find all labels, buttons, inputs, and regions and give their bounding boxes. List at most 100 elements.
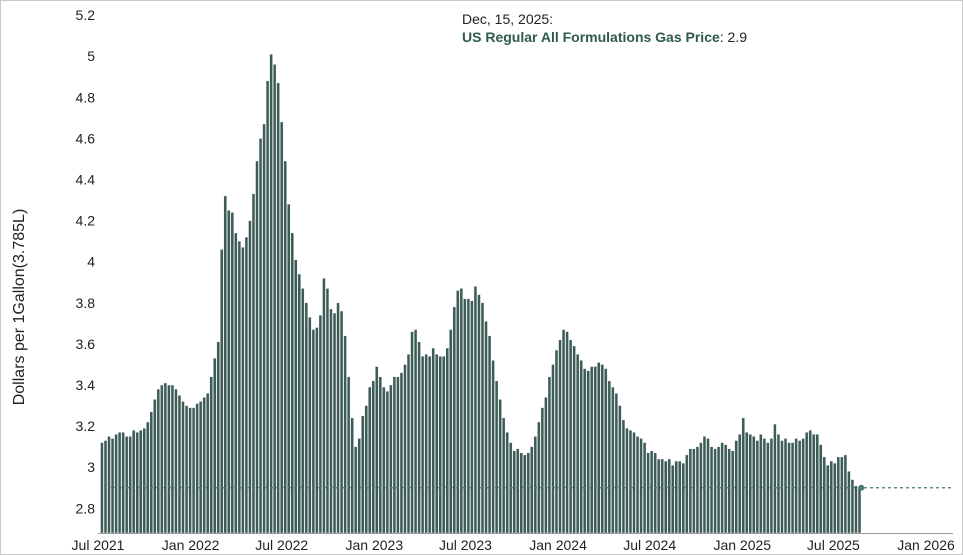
price-bar[interactable] [741, 417, 745, 534]
price-bar[interactable] [473, 286, 478, 534]
price-bar[interactable] [530, 446, 534, 534]
price-bar[interactable] [406, 354, 411, 534]
price-bar[interactable] [551, 364, 555, 534]
price-bar[interactable] [191, 407, 196, 534]
price-bar[interactable] [780, 440, 784, 534]
price-bar[interactable] [840, 456, 844, 534]
price-bar[interactable] [819, 444, 823, 534]
price-bar[interactable] [558, 339, 562, 534]
price-bar[interactable] [586, 370, 590, 534]
price-bar[interactable] [142, 428, 146, 534]
price-bar[interactable] [248, 220, 252, 534]
price-bar[interactable] [794, 438, 798, 534]
price-bar[interactable] [621, 419, 626, 534]
price-bar[interactable] [103, 440, 108, 534]
price-bar[interactable] [163, 382, 168, 534]
price-bar[interactable] [167, 384, 171, 534]
price-bar[interactable] [632, 432, 636, 534]
price-bar[interactable] [512, 450, 516, 534]
price-bar[interactable] [755, 440, 759, 534]
price-bar[interactable] [611, 386, 615, 534]
price-bar[interactable] [544, 397, 548, 534]
price-bar[interactable] [568, 339, 573, 534]
price-bar[interactable] [494, 380, 499, 534]
price-bar[interactable] [445, 347, 449, 534]
price-bar[interactable] [110, 438, 115, 534]
price-bar[interactable] [505, 432, 509, 534]
price-bar[interactable] [484, 321, 488, 534]
price-bar[interactable] [396, 376, 400, 534]
price-bar[interactable] [125, 436, 129, 534]
price-bar[interactable] [177, 395, 182, 534]
price-bar[interactable] [822, 456, 826, 534]
price-bar[interactable] [350, 417, 354, 534]
price-bar[interactable] [280, 121, 284, 534]
price-bar[interactable] [403, 364, 407, 534]
price-bar[interactable] [431, 347, 435, 534]
price-bar[interactable] [660, 458, 664, 534]
price-bar[interactable] [480, 302, 485, 534]
price-bar[interactable] [731, 450, 735, 534]
price-bar[interactable] [836, 456, 840, 534]
price-bar[interactable] [371, 380, 375, 534]
price-bar[interactable] [516, 448, 520, 534]
price-bar[interactable] [759, 434, 763, 534]
price-bar[interactable] [745, 432, 749, 534]
price-bar[interactable] [628, 430, 633, 534]
price-bar[interactable] [382, 386, 386, 534]
price-bar[interactable] [188, 407, 192, 534]
price-bar[interactable] [706, 438, 710, 534]
price-bar[interactable] [428, 356, 432, 534]
price-bar[interactable] [160, 384, 164, 534]
price-bar[interactable] [734, 440, 738, 534]
price-bar[interactable] [752, 436, 756, 534]
price-bar[interactable] [857, 487, 862, 534]
price-bar[interactable] [435, 354, 439, 534]
price-bar[interactable] [139, 430, 143, 534]
price-bar[interactable] [727, 448, 731, 534]
price-bar[interactable] [579, 360, 583, 534]
price-bar[interactable] [216, 341, 220, 534]
price-bar[interactable] [364, 405, 368, 534]
price-bar[interactable] [695, 446, 700, 534]
price-bar[interactable] [301, 288, 305, 534]
price-bar[interactable] [808, 430, 812, 534]
price-bar[interactable] [607, 380, 611, 534]
price-bar[interactable] [540, 407, 545, 534]
price-bar[interactable] [826, 465, 830, 534]
price-bar[interactable] [681, 462, 685, 534]
price-bar[interactable] [769, 438, 774, 534]
price-bar[interactable] [456, 290, 460, 534]
price-bar[interactable] [385, 391, 390, 534]
price-bar[interactable] [723, 444, 728, 534]
price-bar[interactable] [121, 432, 125, 534]
price-bar[interactable] [491, 360, 495, 534]
price-bar[interactable] [649, 450, 654, 534]
price-bar[interactable] [713, 448, 717, 534]
price-bar[interactable] [847, 471, 851, 534]
price-bar[interactable] [146, 421, 150, 534]
price-bar[interactable] [325, 288, 330, 534]
price-bar[interactable] [230, 212, 234, 534]
price-bar[interactable] [117, 432, 122, 534]
price-bar[interactable] [762, 438, 767, 534]
price-bar[interactable] [685, 454, 689, 534]
price-bar[interactable] [547, 376, 552, 534]
price-bar[interactable] [692, 448, 696, 534]
price-bar[interactable] [170, 384, 175, 534]
price-bar[interactable] [565, 331, 569, 534]
price-bar[interactable] [678, 460, 682, 534]
price-bar[interactable] [829, 460, 833, 534]
price-bar[interactable] [533, 436, 537, 534]
price-bar[interactable] [308, 317, 312, 534]
price-bar[interactable] [639, 438, 643, 534]
price-bar[interactable] [805, 432, 809, 534]
price-bar[interactable] [184, 405, 189, 534]
price-bar[interactable] [526, 452, 530, 534]
price-bar[interactable] [657, 458, 661, 534]
price-bar[interactable] [664, 460, 668, 534]
price-bar[interactable] [220, 249, 224, 534]
price-bar[interactable] [357, 438, 361, 534]
price-bar[interactable] [593, 366, 597, 534]
